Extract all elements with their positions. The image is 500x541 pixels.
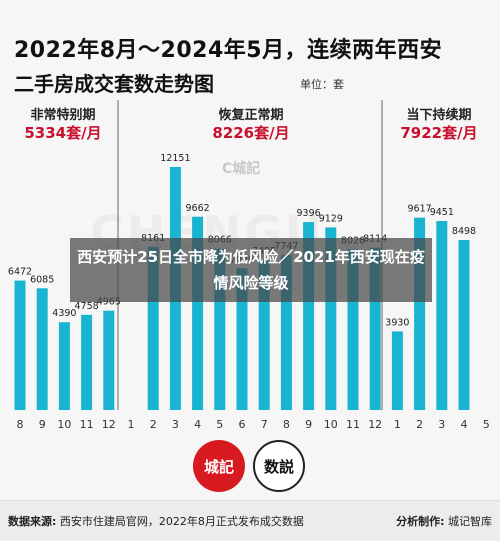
page-subtitle: 二手房成交套数走势图 bbox=[14, 72, 214, 96]
x-tick-label: 3 bbox=[172, 418, 179, 431]
footer: 数据来源: 西安市住建局官网，2022年8月正式发布成交数据 分析制作: 城记智… bbox=[0, 500, 500, 541]
x-tick-label: 7 bbox=[261, 418, 268, 431]
bar bbox=[414, 217, 426, 410]
data-label: 4758 bbox=[75, 301, 99, 312]
bar bbox=[103, 310, 115, 410]
x-tick-label: 2 bbox=[150, 418, 157, 431]
x-tick-label: 5 bbox=[483, 418, 490, 431]
period-value-3: 7922套/月 bbox=[400, 124, 478, 142]
analyst-text: 城记智库 bbox=[448, 515, 492, 528]
footer-analyst: 分析制作: 城记智库 bbox=[396, 513, 492, 529]
period-label-2: 恢复正常期 bbox=[218, 108, 284, 123]
bar bbox=[303, 222, 315, 410]
bar bbox=[81, 314, 93, 410]
bar bbox=[325, 227, 337, 410]
period-label-3: 当下持续期 bbox=[406, 108, 472, 123]
shuoshuo-logo: 数説 bbox=[253, 440, 305, 492]
logos: 城記 数説 bbox=[193, 440, 307, 492]
data-label: 6472 bbox=[8, 267, 32, 278]
footer-source: 数据来源: 西安市住建局官网，2022年8月正式发布成交数据 bbox=[8, 513, 304, 529]
period-value-2: 8226套/月 bbox=[212, 124, 290, 142]
x-tick-label: 4 bbox=[461, 418, 468, 431]
unit-label: 单位：套 bbox=[300, 78, 344, 91]
bar bbox=[236, 268, 248, 410]
x-tick-label: 10 bbox=[57, 418, 71, 431]
x-tick-label: 12 bbox=[368, 418, 382, 431]
data-label: 3930 bbox=[385, 317, 409, 328]
source-label: 数据来源: bbox=[8, 515, 57, 528]
x-tick-label: 8 bbox=[283, 418, 290, 431]
bar bbox=[58, 322, 70, 410]
x-tick-label: 6 bbox=[239, 418, 246, 431]
bar bbox=[192, 216, 204, 410]
bar bbox=[258, 260, 270, 410]
period-value-1: 5334套/月 bbox=[24, 124, 102, 142]
x-tick-label: 8 bbox=[17, 418, 24, 431]
page-title: 2022年8月～2024年5月，连续两年西安 bbox=[14, 38, 443, 63]
bar bbox=[458, 240, 470, 410]
x-tick-label: 10 bbox=[324, 418, 338, 431]
period-label-1: 非常特别期 bbox=[30, 108, 96, 123]
x-tick-label: 5 bbox=[216, 418, 223, 431]
bar bbox=[147, 246, 159, 410]
bar bbox=[36, 288, 48, 410]
data-label: 12151 bbox=[160, 153, 190, 164]
x-tick-label: 1 bbox=[128, 418, 135, 431]
bar bbox=[280, 255, 292, 410]
data-label: 4390 bbox=[52, 308, 76, 319]
bar bbox=[14, 280, 26, 410]
x-tick-label: 1 bbox=[394, 418, 401, 431]
x-tick-label: 4 bbox=[194, 418, 201, 431]
data-label: 4965 bbox=[97, 297, 121, 308]
bar bbox=[391, 331, 403, 410]
news-overlay-banner[interactable]: 西安预计25日全市降为低风险／2021年西安现在疫情风险等级 bbox=[70, 238, 432, 302]
bar-chart: 8 6472 9 6085 10 4390 11 4758 12 4965 12 8 1 6 1 3 12151… bbox=[8, 100, 490, 431]
data-label: 8498 bbox=[452, 226, 476, 237]
x-tick-label: 12 bbox=[102, 418, 116, 431]
watermark-small: C城記 bbox=[222, 161, 261, 177]
bar bbox=[369, 247, 381, 410]
data-label: 6085 bbox=[30, 274, 54, 285]
bar bbox=[214, 248, 226, 410]
x-tick-label: 3 bbox=[438, 418, 445, 431]
data-label: 9396 bbox=[297, 208, 321, 219]
x-tick-label: 11 bbox=[346, 418, 360, 431]
overlay-text: 西安预计25日全市降为低风险／2021年西安现在疫情风险等级 bbox=[77, 248, 425, 292]
source-text: 西安市住建局官网，2022年8月正式发布成交数据 bbox=[59, 515, 304, 528]
x-tick-label: 11 bbox=[80, 418, 94, 431]
data-label: 9617 bbox=[408, 204, 432, 215]
x-tick-label: 9 bbox=[39, 418, 46, 431]
chengji-logo: 城記 bbox=[193, 440, 245, 492]
x-tick-label: 9 bbox=[305, 418, 312, 431]
x-tick-label: 2 bbox=[416, 418, 423, 431]
analyst-label: 分析制作: bbox=[396, 515, 445, 528]
data-label: 9662 bbox=[186, 203, 210, 214]
data-label: 9129 bbox=[319, 213, 343, 224]
data-label: 9451 bbox=[430, 207, 454, 218]
bar bbox=[436, 220, 448, 410]
bar bbox=[347, 249, 359, 410]
